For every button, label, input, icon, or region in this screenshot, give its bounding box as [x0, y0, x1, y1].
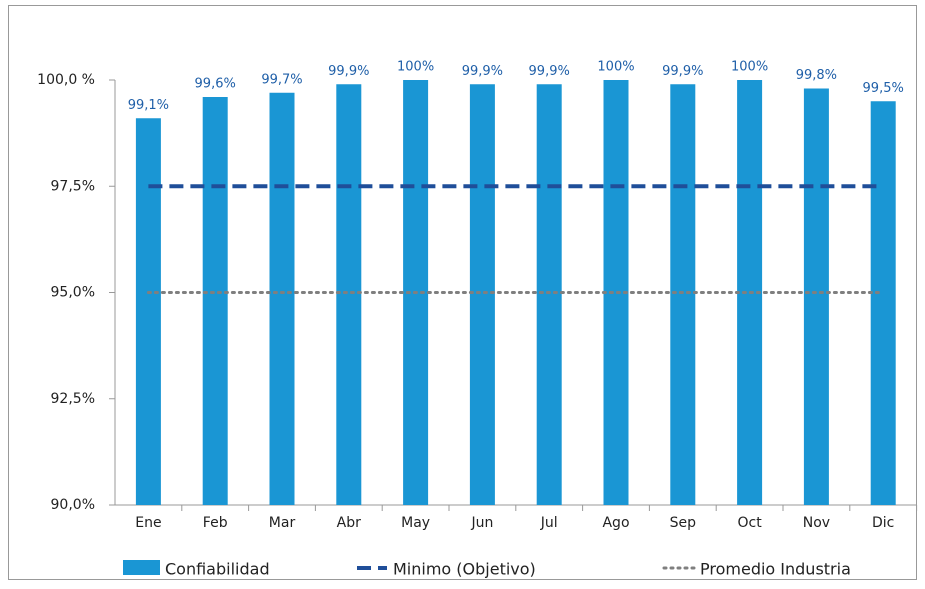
- x-tick-label: Oct: [737, 515, 762, 531]
- x-tick-label: Feb: [203, 515, 228, 531]
- data-label: 100%: [397, 60, 434, 75]
- bar: [469, 84, 495, 505]
- data-label: 99,9%: [529, 64, 570, 79]
- x-tick-label: Jun: [470, 515, 493, 531]
- data-label: 100%: [731, 60, 768, 75]
- legend-swatch: [123, 560, 160, 575]
- bar: [803, 88, 829, 505]
- x-tick-label: Sep: [670, 515, 697, 531]
- data-label: 99,7%: [261, 72, 302, 87]
- y-tick-label: 92,5%: [51, 391, 95, 407]
- x-tick-label: Dic: [872, 515, 894, 531]
- data-label: 99,9%: [662, 64, 703, 79]
- x-tick-label: Jul: [540, 515, 558, 531]
- bar: [135, 118, 161, 505]
- x-tick-label: Mar: [269, 515, 296, 531]
- y-tick-label: 97,5%: [51, 178, 95, 194]
- x-tick-label: Nov: [803, 515, 830, 531]
- legend-label: Confiabilidad: [165, 560, 270, 579]
- data-label: 99,5%: [863, 81, 904, 96]
- y-tick-label: 100,0 %: [37, 72, 95, 88]
- chart-border: [8, 5, 917, 580]
- x-tick-label: Ene: [135, 515, 161, 531]
- bar: [336, 84, 362, 505]
- bar: [870, 101, 896, 505]
- data-label: 100%: [597, 60, 634, 75]
- y-tick-label: 90,0%: [51, 497, 95, 513]
- data-label: 99,6%: [195, 77, 236, 92]
- data-label: 99,1%: [128, 98, 169, 113]
- data-label: 99,8%: [796, 68, 837, 83]
- x-tick-label: Abr: [337, 515, 361, 531]
- legend-label: Minimo (Objetivo): [393, 560, 536, 579]
- bar: [202, 97, 228, 505]
- x-tick-label: May: [401, 515, 430, 531]
- y-tick-label: 95,0%: [51, 285, 95, 301]
- data-label: 99,9%: [462, 64, 503, 79]
- bar: [536, 84, 562, 505]
- x-tick-label: Ago: [602, 515, 629, 531]
- data-label: 99,9%: [328, 64, 369, 79]
- legend-label: Promedio Industria: [700, 560, 851, 579]
- bar: [269, 92, 295, 505]
- bar: [670, 84, 696, 505]
